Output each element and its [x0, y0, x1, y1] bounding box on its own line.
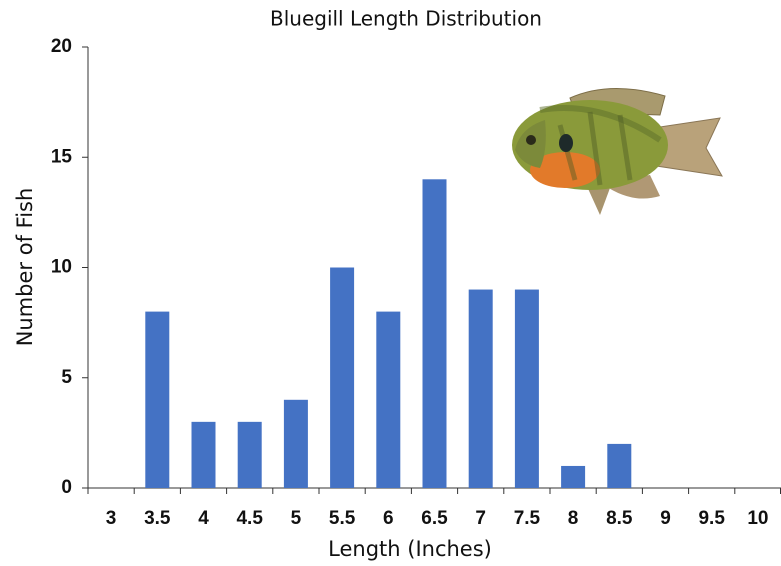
bar: [283, 399, 308, 488]
x-tick-label: 7.5: [514, 508, 541, 529]
x-tick-label: 6: [383, 508, 394, 529]
bar: [514, 289, 539, 488]
bar: [330, 267, 355, 488]
chart-title: Bluegill Length Distribution: [270, 7, 542, 31]
bar: [422, 179, 447, 489]
x-tick-label: 3.5: [144, 508, 171, 529]
y-tick-label: 0: [61, 477, 72, 498]
x-tick-label: 8: [568, 508, 579, 529]
bar: [376, 311, 401, 488]
y-tick-label: 15: [51, 146, 73, 167]
bar: [607, 443, 632, 488]
fish-illustration: [512, 88, 723, 215]
bar: [468, 289, 493, 488]
x-tick-label: 10: [747, 508, 768, 529]
y-tick-label: 5: [61, 367, 72, 388]
bar: [237, 421, 262, 488]
y-tick-label: 20: [51, 36, 72, 57]
x-tick-label: 4: [198, 508, 209, 529]
x-tick-label: 4.5: [236, 508, 263, 529]
x-tick-label: 8.5: [606, 508, 633, 529]
x-axis-title: Length (Inches): [328, 537, 492, 561]
x-tick-label: 3: [106, 508, 117, 529]
x-tick-label: 5: [291, 508, 302, 529]
bar: [191, 421, 216, 488]
x-tick-label: 5.5: [329, 508, 356, 529]
bar: [561, 465, 586, 488]
x-tick-label: 7: [475, 508, 486, 529]
x-tick-label: 9: [660, 508, 671, 529]
y-axis-title: Number of Fish: [13, 188, 37, 347]
y-tick-label: 10: [51, 257, 72, 278]
x-tick-label: 6.5: [421, 508, 448, 529]
x-tick-label: 9.5: [698, 508, 725, 529]
bar: [145, 311, 170, 488]
